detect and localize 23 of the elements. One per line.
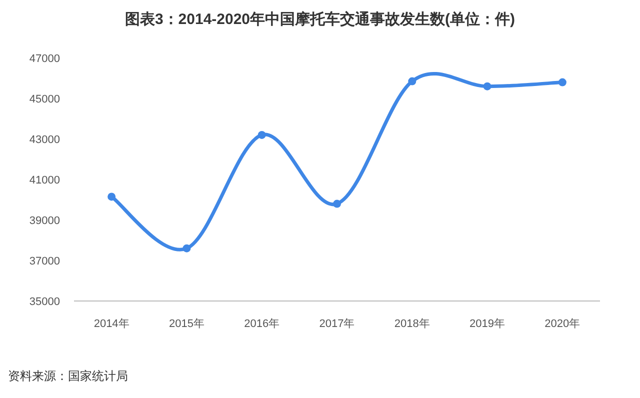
y-tick-label: 43000 <box>29 134 60 146</box>
point <box>483 82 492 90</box>
y-tick-label: 37000 <box>29 256 60 268</box>
point <box>408 77 416 86</box>
x-tick-label: 2019年 <box>470 318 506 330</box>
y-tick-label: 35000 <box>29 296 60 308</box>
chart-title: 图表3：2014-2020年中国摩托车交通事故发生数(单位：件) <box>124 10 516 28</box>
y-tick-label: 45000 <box>29 94 60 106</box>
x-tick-label: 2015年 <box>168 318 204 330</box>
x-tick-label: 2018年 <box>394 318 430 330</box>
text: 资料来源：国家统计局 <box>8 369 128 383</box>
x-tick-label: 2016年 <box>244 318 280 330</box>
x-tick-label: 2020年 <box>544 318 580 330</box>
point <box>333 200 341 208</box>
point <box>558 78 566 86</box>
y-tick-label: 41000 <box>29 174 60 186</box>
point <box>108 192 116 201</box>
point <box>182 244 191 252</box>
y-tick-label: 39000 <box>29 215 60 227</box>
x-tick-label: 2017年 <box>319 318 355 330</box>
y-tick-label: 47000 <box>29 53 60 65</box>
x-tick-label: 2014年 <box>94 318 130 330</box>
point <box>258 130 266 139</box>
